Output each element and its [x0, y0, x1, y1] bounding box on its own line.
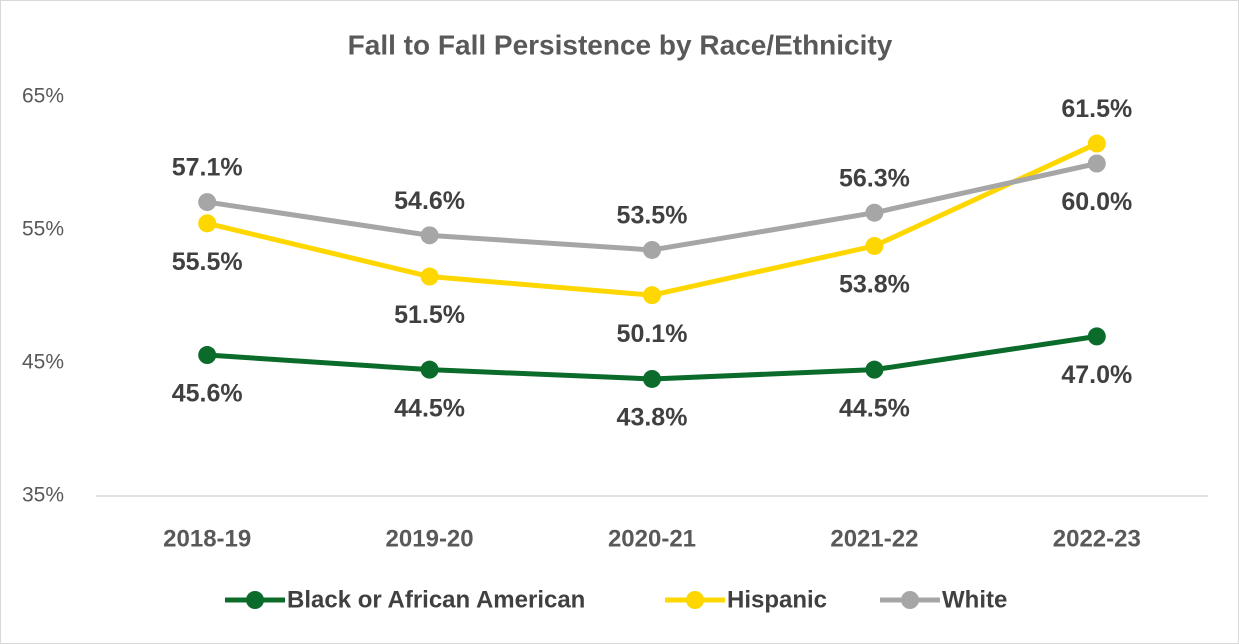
data-point	[198, 193, 217, 212]
data-point	[643, 240, 661, 259]
data-label: 60.0%	[1061, 188, 1132, 216]
data-label: 56.3%	[839, 164, 910, 192]
data-label: 57.1%	[172, 154, 243, 182]
data-label: 47.0%	[1061, 361, 1132, 389]
data-point	[198, 346, 217, 365]
x-tick-label: 2018-19	[163, 525, 251, 552]
legend-label: Hispanic	[727, 586, 827, 613]
data-label: 53.5%	[617, 202, 688, 230]
data-point	[198, 214, 217, 233]
data-point	[420, 360, 439, 379]
data-point	[865, 203, 884, 222]
data-point	[420, 226, 439, 245]
data-label: 44.5%	[839, 394, 910, 422]
y-tick-label: 55%	[22, 218, 64, 241]
data-label: 54.6%	[394, 187, 465, 215]
data-label: 53.8%	[839, 271, 910, 299]
data-label: 61.5%	[1061, 95, 1132, 123]
data-label: 55.5%	[172, 248, 243, 276]
chart-title: Fall to Fall Persistence by Race/Ethnici…	[348, 29, 893, 60]
data-point	[865, 360, 884, 379]
data-point	[1087, 327, 1106, 346]
data-point	[1087, 134, 1106, 153]
legend-label: Black or African American	[287, 586, 585, 613]
data-point	[420, 267, 439, 286]
legend-marker	[686, 591, 704, 609]
legend-label: White	[942, 586, 1007, 613]
data-point	[1087, 154, 1106, 173]
data-point	[865, 236, 884, 255]
data-label: 44.5%	[394, 394, 465, 422]
data-label: 51.5%	[394, 301, 465, 329]
x-tick-label: 2021-22	[830, 525, 918, 552]
data-label: 45.6%	[172, 380, 243, 408]
x-tick-label: 2020-21	[608, 525, 696, 552]
legend-marker	[246, 591, 264, 609]
x-tick-label: 2019-20	[386, 525, 474, 552]
y-tick-label: 35%	[22, 484, 64, 507]
y-tick-label: 45%	[22, 351, 64, 374]
data-label: 43.8%	[617, 404, 688, 432]
data-label: 50.1%	[617, 320, 688, 348]
y-tick-label: 65%	[22, 85, 64, 108]
x-tick-label: 2022-23	[1053, 525, 1141, 552]
legend-marker	[901, 591, 919, 609]
data-point	[643, 286, 661, 305]
data-point	[643, 369, 661, 388]
